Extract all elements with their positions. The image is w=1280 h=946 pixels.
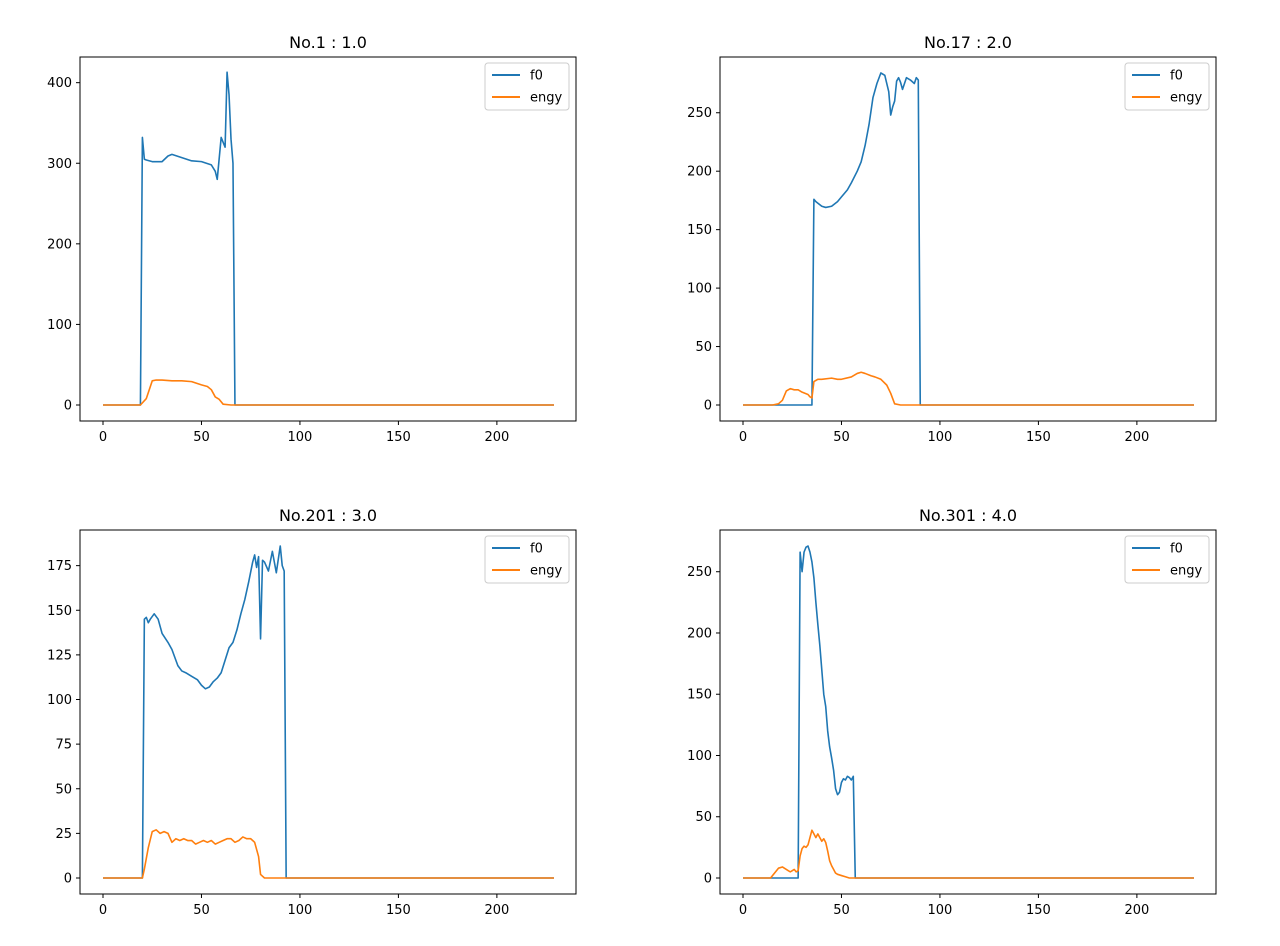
x-tick-label: 0: [739, 903, 747, 918]
y-tick-label: 25: [55, 827, 72, 842]
series-line-f0: [103, 545, 554, 879]
y-tick-label: 250: [687, 565, 712, 580]
series-line-engy: [103, 829, 554, 879]
y-tick-label: 100: [47, 693, 72, 708]
y-tick-label: 50: [695, 810, 712, 825]
y-tick-label: 0: [64, 872, 72, 887]
axes-frame: [79, 529, 577, 895]
x-tick-label: 200: [484, 430, 509, 445]
series-line-f0: [743, 545, 1194, 879]
series-line-engy: [743, 829, 1194, 879]
y-tick-label: 0: [704, 399, 712, 414]
y-tick-label: 50: [55, 782, 72, 797]
y-tick-label: 200: [687, 626, 712, 641]
subplot-1: 0 50 100 150 200 0 100 200 300 400 No.1 : 1.0 f0 eng…: [47, 33, 577, 445]
legend-label-engy: engy: [530, 91, 562, 106]
x-tick-label: 200: [1124, 430, 1149, 445]
y-tick-label: 300: [47, 157, 72, 172]
y-tick-label: 175: [47, 559, 72, 574]
x-tick-label: 50: [193, 430, 210, 445]
legend: f0 engy: [1124, 535, 1210, 584]
legend: f0 engy: [484, 62, 570, 111]
x-tick-label: 150: [1026, 903, 1051, 918]
x-tick-label: 0: [99, 903, 107, 918]
subplot-title: No.1 : 1.0: [289, 33, 367, 52]
series-line-f0: [743, 72, 1194, 406]
subplot-3: 0 50 100 150 200 0 25 50 75 100 125 150 175 No.201 : …: [47, 506, 577, 918]
x-tick-label: 100: [288, 903, 313, 918]
x-tick-label: 100: [928, 903, 953, 918]
subplot-2: 0 50 100 150 200 0 50 100 150 200 250 No.17 : 2.0 f0…: [687, 33, 1217, 445]
series-line-engy: [743, 371, 1194, 406]
y-tick-label: 0: [704, 872, 712, 887]
legend-label-f0: f0: [530, 542, 543, 557]
axes-frame: [79, 56, 577, 422]
legend-label-engy: engy: [530, 564, 562, 579]
y-tick-label: 100: [687, 282, 712, 297]
y-tick-label: 125: [47, 648, 72, 663]
subplot-title: No.201 : 3.0: [279, 506, 377, 525]
legend-label-f0: f0: [1170, 69, 1183, 84]
x-tick-label: 0: [99, 430, 107, 445]
y-tick-label: 150: [47, 604, 72, 619]
y-tick-label: 150: [687, 223, 712, 238]
legend-label-engy: engy: [1170, 91, 1202, 106]
x-tick-label: 150: [386, 903, 411, 918]
y-tick-label: 100: [47, 318, 72, 333]
y-tick-label: 150: [687, 688, 712, 703]
subplot-title: No.301 : 4.0: [919, 506, 1017, 525]
y-tick-label: 400: [47, 76, 72, 91]
series-line-f0: [103, 71, 554, 406]
x-tick-label: 50: [833, 903, 850, 918]
subplot-title: No.17 : 2.0: [924, 33, 1012, 52]
y-tick-label: 50: [695, 340, 712, 355]
subplot-4: 0 50 100 150 200 0 50 100 150 200 250 No.301 : 4.0 f…: [687, 506, 1217, 918]
y-tick-label: 200: [687, 165, 712, 180]
x-tick-label: 100: [288, 430, 313, 445]
legend-label-f0: f0: [530, 69, 543, 84]
x-tick-label: 150: [1026, 430, 1051, 445]
x-tick-label: 150: [386, 430, 411, 445]
x-tick-label: 100: [928, 430, 953, 445]
legend-label-engy: engy: [1170, 564, 1202, 579]
y-tick-label: 0: [64, 399, 72, 414]
y-tick-label: 100: [687, 749, 712, 764]
x-tick-label: 50: [193, 903, 210, 918]
y-tick-label: 250: [687, 106, 712, 121]
y-tick-label: 75: [55, 738, 72, 753]
axes-frame: [719, 56, 1217, 422]
y-tick-label: 200: [47, 237, 72, 252]
x-tick-label: 50: [833, 430, 850, 445]
legend-label-f0: f0: [1170, 542, 1183, 557]
x-tick-label: 200: [1124, 903, 1149, 918]
x-tick-label: 0: [739, 430, 747, 445]
x-tick-label: 200: [484, 903, 509, 918]
legend: f0 engy: [484, 535, 570, 584]
series-line-engy: [103, 379, 554, 406]
legend: f0 engy: [1124, 62, 1210, 111]
axes-frame: [719, 529, 1217, 895]
